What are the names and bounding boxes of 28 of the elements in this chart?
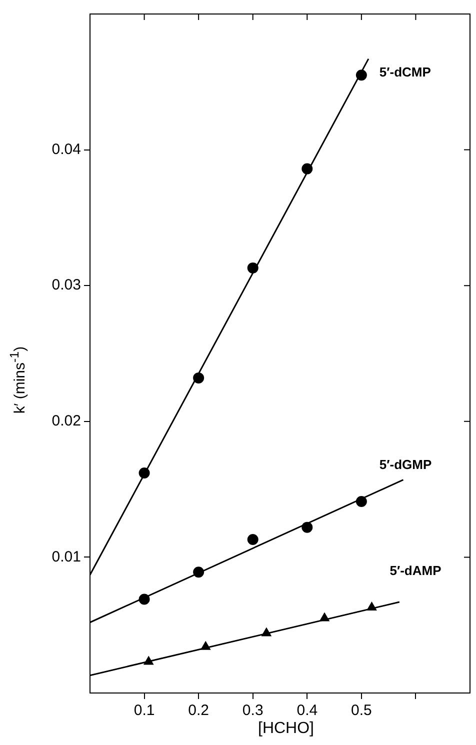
point	[366, 602, 377, 610]
x-tick-label: 0.2	[188, 702, 209, 720]
y-tick-label: 0.01	[52, 548, 81, 566]
x-tick-label: 0.5	[351, 702, 372, 720]
point	[200, 641, 210, 650]
text: 5′-dGMP	[379, 457, 432, 472]
point	[356, 70, 367, 81]
x-tick-label: 0.4	[296, 702, 318, 720]
point	[138, 594, 150, 605]
point	[302, 522, 313, 533]
point	[193, 372, 204, 384]
point	[356, 496, 367, 508]
y-tick-label: 0.03	[52, 276, 81, 294]
x-axis-title: [HCHO]	[258, 720, 314, 738]
point	[320, 612, 330, 622]
text: 5′-dAMP	[390, 563, 442, 578]
point	[262, 628, 272, 636]
point	[144, 656, 154, 665]
y-tick-label: 0.02	[52, 412, 81, 430]
x-tick-label: 0.3	[242, 702, 264, 720]
y-tick-label: 0.04	[52, 140, 81, 158]
x-tick-label: 0.1	[134, 702, 155, 720]
point	[247, 262, 258, 274]
point	[193, 566, 204, 578]
point	[138, 468, 150, 479]
point	[247, 534, 258, 546]
point	[302, 163, 313, 174]
series-label: 5′-dCMP	[379, 64, 432, 80]
